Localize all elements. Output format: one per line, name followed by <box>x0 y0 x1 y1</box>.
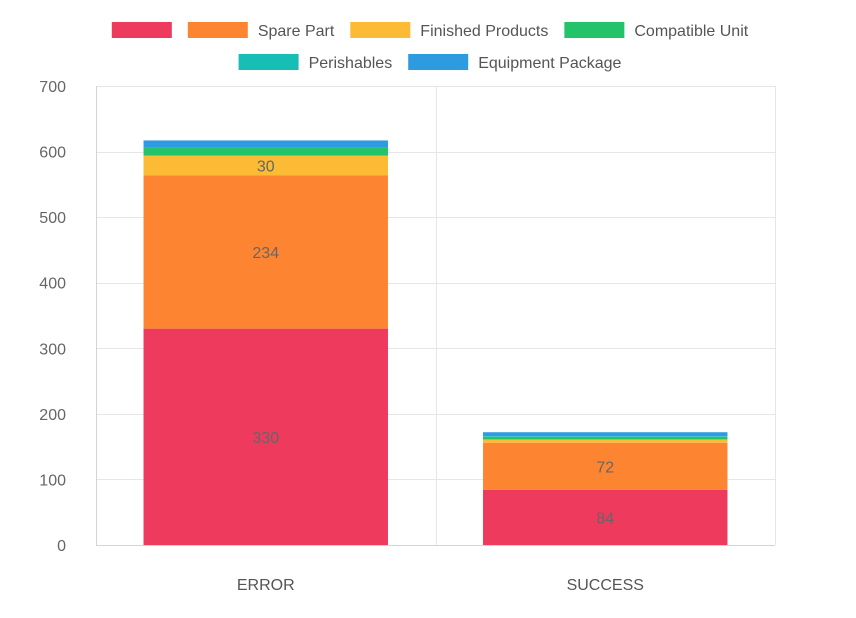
legend-swatch[interactable] <box>350 22 411 38</box>
bar-segment[interactable] <box>143 147 388 156</box>
bar-segment[interactable] <box>483 489 728 545</box>
legend-swatch[interactable] <box>111 22 172 38</box>
bars-layer <box>143 140 728 545</box>
legend-swatch[interactable] <box>238 54 299 70</box>
data-label: 84 <box>596 510 614 527</box>
y-tick-label: 100 <box>39 472 66 489</box>
bar-segment[interactable] <box>483 439 728 443</box>
legend-label[interactable]: Compatible Unit <box>634 23 748 40</box>
data-label: 330 <box>252 430 279 447</box>
bar-segment[interactable] <box>483 442 728 490</box>
data-label: 30 <box>257 158 275 175</box>
y-tick-label: 700 <box>39 79 66 96</box>
bar-segment[interactable] <box>143 140 388 148</box>
bar-segment[interactable] <box>143 175 388 329</box>
legend-label[interactable]: Equipment Package <box>478 55 621 72</box>
y-tick-label: 600 <box>39 145 66 162</box>
legend-swatch[interactable] <box>187 22 248 38</box>
y-tick-label: 400 <box>39 276 66 293</box>
labels-layer: 330 234 30 84 72 <box>252 158 614 527</box>
legend: Spare Part Finished Products Compatible Un… <box>111 22 749 72</box>
y-tick-label: 200 <box>39 407 66 424</box>
legend-label[interactable]: Spare Part <box>258 23 335 40</box>
legend-label[interactable]: Perishables <box>309 55 393 72</box>
bar-segment[interactable] <box>143 155 388 176</box>
y-tick-label: 300 <box>39 341 66 358</box>
data-label: 234 <box>252 245 279 262</box>
legend-swatch[interactable] <box>408 54 469 70</box>
y-tick-label: 0 <box>57 538 66 555</box>
data-label: 72 <box>596 459 614 476</box>
bar-segment[interactable] <box>483 432 728 437</box>
x-tick-label: SUCCESS <box>567 577 644 594</box>
x-tick-label: ERROR <box>237 577 295 594</box>
y-tick-label: 500 <box>39 210 66 227</box>
legend-swatch[interactable] <box>564 22 625 38</box>
bar-segment[interactable] <box>143 328 388 545</box>
axis-layer: 0 100 200 300 400 500 600 700 ERROR SUCCESS <box>39 79 775 594</box>
bar-segment[interactable] <box>483 436 728 437</box>
bar-segment[interactable] <box>483 436 728 440</box>
legend-label[interactable]: Finished Products <box>420 23 548 40</box>
